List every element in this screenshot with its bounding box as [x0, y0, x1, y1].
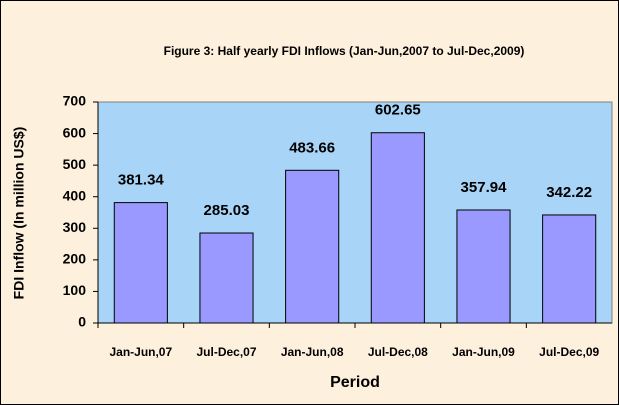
plot-area: [97, 101, 613, 324]
y-axis-label: FDI Inflow (In million US$): [11, 127, 27, 300]
x-tick-label: Jul-Dec,09: [539, 345, 599, 359]
x-tick-label: Jul-Dec,07: [196, 345, 256, 359]
bar: [542, 214, 597, 324]
y-tick-label: 500: [63, 156, 87, 172]
bar: [113, 202, 168, 324]
bar: [285, 169, 340, 324]
value-label: 357.94: [461, 179, 508, 196]
y-tick-label: 300: [63, 219, 87, 235]
value-label: 285.03: [204, 202, 250, 219]
y-tick-label: 600: [63, 124, 87, 140]
y-tick-label: 200: [63, 251, 87, 267]
value-label: 342.22: [546, 184, 592, 201]
bar: [370, 132, 425, 324]
x-tick-label: Jan-Jun,09: [452, 345, 515, 359]
x-tick-label: Jan-Jun,07: [109, 345, 172, 359]
x-tick-label: Jan-Jun,08: [281, 345, 344, 359]
value-label: 602.65: [375, 102, 421, 119]
chart-title: Figure 3: Half yearly FDI Inflows (Jan-J…: [164, 44, 525, 58]
x-axis-label: Period: [330, 374, 380, 391]
y-tick-label: 400: [63, 187, 87, 203]
y-tick-label: 100: [63, 282, 87, 298]
value-label: 381.34: [118, 172, 165, 189]
y-tick-label: 700: [63, 93, 87, 109]
bar: [456, 209, 511, 324]
bar: [199, 232, 254, 324]
x-tick-label: Jul-Dec,08: [368, 345, 428, 359]
value-label: 483.66: [289, 139, 335, 156]
y-tick-label: 0: [78, 314, 86, 330]
